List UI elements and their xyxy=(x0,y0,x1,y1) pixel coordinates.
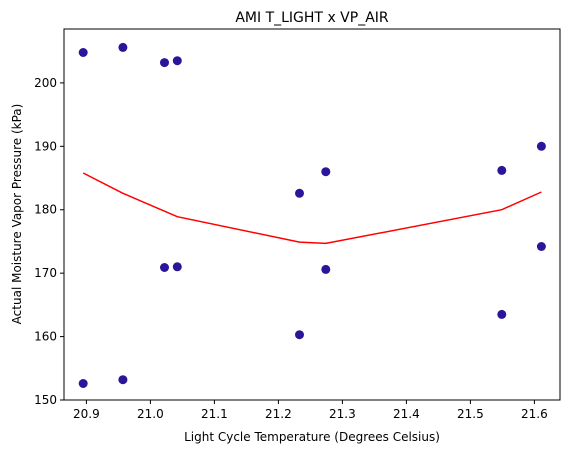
y-tick-label: 200 xyxy=(34,76,57,90)
scatter-point xyxy=(321,167,331,177)
x-tick-label: 21.1 xyxy=(201,407,228,421)
y-tick-label: 150 xyxy=(34,393,57,407)
scatter-point xyxy=(497,165,507,175)
x-axis-label: Light Cycle Temperature (Degrees Celsius… xyxy=(184,430,440,444)
scatter-point xyxy=(118,375,128,385)
scatter-point xyxy=(321,264,331,274)
scatter-point xyxy=(172,262,182,272)
trend-line xyxy=(82,172,542,245)
scatter-point xyxy=(78,379,88,388)
plot-frame xyxy=(63,28,561,401)
scatter-point xyxy=(160,58,169,68)
plot-area xyxy=(78,42,546,388)
y-tick-label: 170 xyxy=(34,266,57,280)
x-tick-label: 21.6 xyxy=(521,407,548,421)
y-tick-label: 160 xyxy=(34,330,57,344)
scatter-point xyxy=(78,48,88,57)
scatter-point xyxy=(536,242,546,251)
scatter-point xyxy=(172,56,182,66)
scatter-point xyxy=(160,263,169,272)
x-tick-label: 21.0 xyxy=(137,407,164,421)
y-axis-label: Actual Moisture Vapor Pressure (kPa) xyxy=(10,104,24,325)
scatter-point xyxy=(497,309,507,319)
x-tick-label: 21.5 xyxy=(457,407,484,421)
scatter-point xyxy=(118,42,128,52)
x-tick-label: 21.2 xyxy=(265,407,292,421)
y-tick-label: 180 xyxy=(34,203,57,217)
scatter-point xyxy=(295,330,304,340)
x-tick-label: 20.9 xyxy=(73,407,100,421)
y-axis: 150 160 170 180 190 200 xyxy=(34,76,64,407)
chart-title: AMI T_LIGHT x VP_AIR xyxy=(235,10,389,26)
y-tick-label: 190 xyxy=(34,139,57,153)
scatter-point xyxy=(536,141,546,151)
x-tick-label: 21.4 xyxy=(393,407,420,421)
scatter-point xyxy=(295,188,304,198)
x-axis: 20.9 21.0 21.1 21.2 21.3 21.4 21.5 21.6 xyxy=(73,400,548,421)
x-tick-label: 21.3 xyxy=(329,407,356,421)
